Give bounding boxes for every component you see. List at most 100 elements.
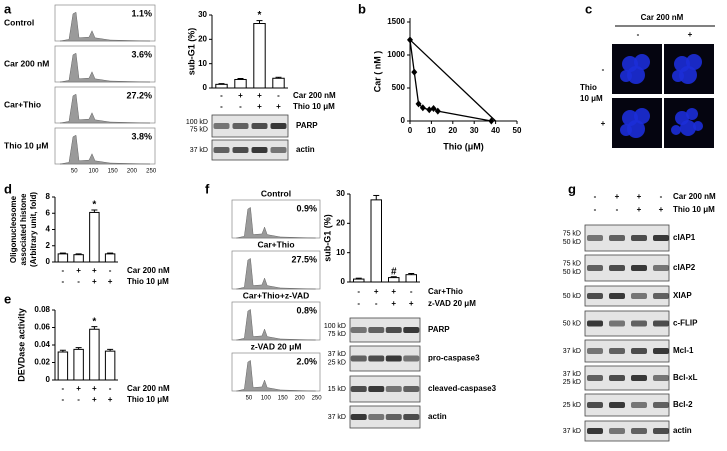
- size-marker: 37 kD: [328, 414, 346, 421]
- blot-band: [350, 327, 367, 333]
- condition-label: Thio 10 μM: [127, 395, 169, 404]
- x-tick-label: 10: [427, 126, 436, 135]
- x-tick-label: 30: [470, 126, 479, 135]
- y-tick-label: 6: [46, 208, 51, 217]
- condition-label: Car+Thio+z-VAD: [243, 290, 309, 300]
- point: [430, 104, 437, 112]
- blot-label: actin: [673, 426, 692, 435]
- condition-sign: +: [391, 299, 396, 308]
- blot-label: PARP: [296, 121, 318, 130]
- percent-label: 27.5%: [291, 254, 317, 264]
- condition-sign: +: [276, 102, 281, 111]
- blot-band: [631, 320, 647, 327]
- bar: [253, 23, 266, 89]
- blot-label: cIAP2: [673, 263, 696, 272]
- blot-band: [653, 428, 669, 434]
- y-tick-label: 0.04: [34, 340, 50, 349]
- y-tick-label: 8: [46, 192, 51, 201]
- condition-label: Car 200 nM: [4, 58, 49, 68]
- y-tick-label: 0.06: [34, 323, 50, 332]
- blot-label: Bcl-xL: [673, 373, 698, 382]
- size-marker: 100 kD: [186, 119, 208, 126]
- y-tick-label: 2: [46, 241, 51, 250]
- blot: [211, 114, 289, 138]
- condition-sign: +: [637, 192, 642, 201]
- y-tick-label: 0: [401, 116, 406, 125]
- blot-band: [385, 355, 402, 362]
- histogram-curve: [236, 257, 316, 290]
- y-axis-label: (Arbitrary unit, fold): [29, 192, 38, 267]
- condition-label: Car+Thio: [4, 99, 41, 109]
- condition-sign: -: [594, 192, 597, 201]
- blot-band: [350, 355, 367, 362]
- size-marker: 50 kD: [563, 239, 581, 246]
- blot-band: [631, 375, 647, 381]
- condition-sign: +: [257, 102, 262, 111]
- bar: [73, 254, 84, 263]
- histogram-curve: [59, 134, 151, 165]
- blot-band: [213, 147, 230, 153]
- blot-band: [631, 402, 647, 408]
- size-marker: 25 kD: [563, 402, 581, 409]
- nucleus: [686, 108, 698, 120]
- size-marker: 37 kD: [563, 371, 581, 378]
- condition-label: Control: [261, 188, 291, 198]
- blot-band: [631, 293, 647, 299]
- blot-band: [587, 428, 603, 434]
- condition-label: Thio 10 μM: [673, 205, 715, 214]
- condition-sign: +: [92, 277, 97, 286]
- blot-band: [587, 235, 603, 241]
- y-tick-label: 0.08: [34, 305, 50, 314]
- y-tick-label: 0.02: [34, 358, 50, 367]
- condition-sign: +: [92, 395, 97, 404]
- blot-band: [232, 147, 249, 153]
- condition-sign: +: [92, 384, 97, 393]
- nucleus: [627, 120, 645, 138]
- y-tick-label: 10: [198, 59, 207, 68]
- histogram-tick: 150: [278, 396, 289, 402]
- nucleus: [679, 66, 697, 84]
- panel-letter: d: [4, 181, 12, 196]
- condition-sign: -: [77, 277, 80, 286]
- y-axis-label: associated histone: [19, 193, 28, 266]
- size-marker: 15 kD: [328, 386, 346, 393]
- condition-sign: +: [257, 91, 262, 100]
- condition-sign: -: [109, 384, 112, 393]
- blot-label: Mcl-1: [673, 346, 694, 355]
- blot-band: [631, 235, 647, 241]
- blot-band: [587, 402, 603, 408]
- bar: [57, 351, 69, 381]
- condition-sign: -: [77, 395, 80, 404]
- bar: [104, 253, 116, 263]
- x-axis-label: Thio (μM): [443, 141, 484, 151]
- blot-band: [403, 327, 420, 333]
- y-axis-label: Car ( nM ): [372, 51, 382, 93]
- significance-mark: #: [391, 266, 397, 277]
- percent-label: 2.0%: [296, 356, 317, 366]
- blot-label: actin: [296, 145, 315, 154]
- y-axis-label: DEVDase activity: [16, 308, 26, 382]
- condition-label: Thio 10 μM: [4, 140, 48, 150]
- column-header: Car 200 nM: [641, 13, 684, 22]
- condition-sign: -: [62, 277, 65, 286]
- point: [419, 104, 426, 112]
- blot-band: [368, 327, 385, 333]
- row-title: Thio: [580, 83, 597, 92]
- condition-label: Car 200 nM: [293, 91, 336, 100]
- y-tick-label: 1000: [387, 50, 405, 59]
- blot-band: [270, 147, 287, 153]
- column-sign: -: [637, 30, 640, 39]
- y-tick-label: 0: [46, 375, 51, 384]
- blot-band: [609, 320, 625, 327]
- blot-band: [653, 320, 669, 327]
- condition-label: z-VAD 20 μM: [428, 299, 476, 308]
- blot-band: [653, 348, 669, 354]
- data-line: [409, 39, 497, 122]
- histogram-tick: 200: [295, 396, 306, 402]
- condition-sign: -: [357, 299, 360, 308]
- bar: [73, 348, 84, 381]
- blot-band: [609, 375, 625, 381]
- blot-band: [609, 293, 625, 299]
- bar: [104, 350, 116, 381]
- condition-label: Thio 10 μM: [127, 277, 169, 286]
